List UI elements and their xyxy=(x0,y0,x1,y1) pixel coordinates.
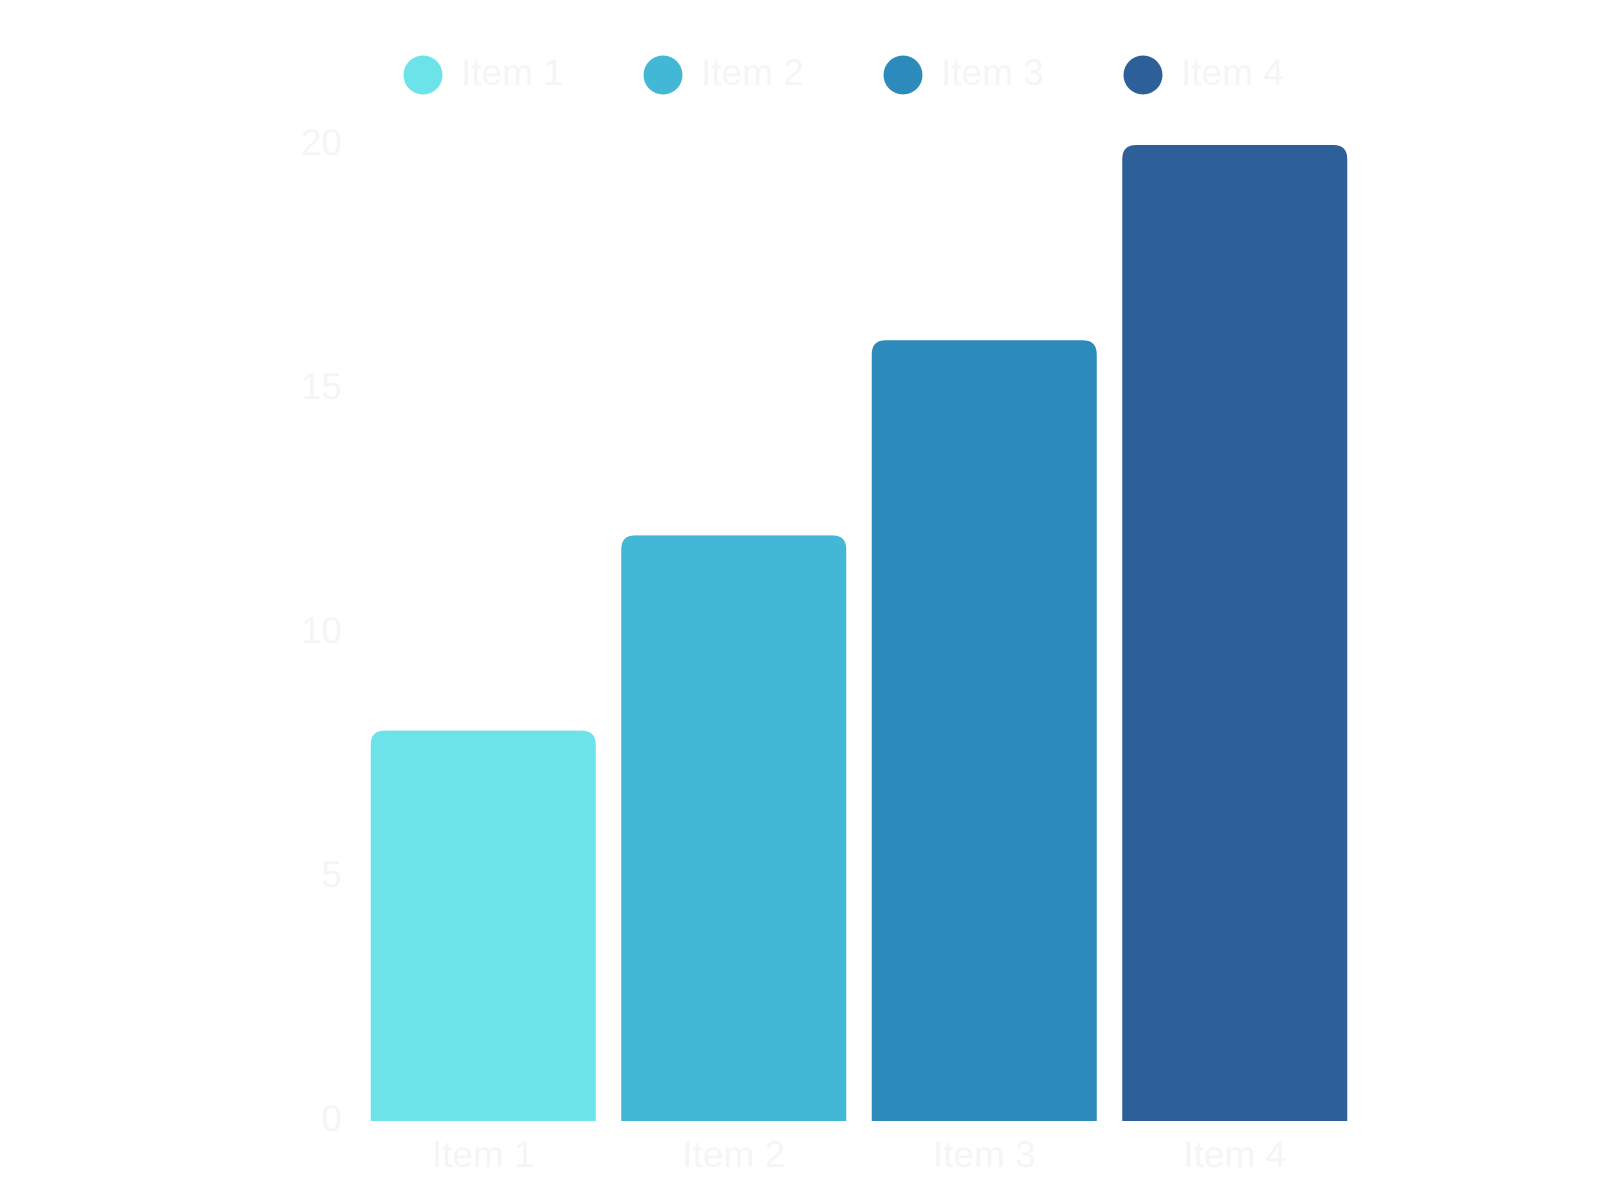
legend-swatch xyxy=(643,55,683,95)
bar xyxy=(370,730,596,1121)
y-tick-label: 20 xyxy=(301,122,342,163)
legend-swatch xyxy=(1123,55,1163,95)
y-tick-label: 5 xyxy=(321,854,342,895)
legend-swatch xyxy=(403,55,443,95)
bar xyxy=(1122,145,1348,1121)
legend-label: Item 1 xyxy=(461,52,564,93)
legend-swatch xyxy=(883,55,923,95)
legend-label: Item 3 xyxy=(941,52,1044,93)
x-tick-label: Item 3 xyxy=(933,1134,1036,1175)
y-tick-label: 0 xyxy=(321,1098,342,1139)
y-tick-label: 10 xyxy=(301,610,342,651)
y-tick-label: 15 xyxy=(301,366,342,407)
x-tick-label: Item 2 xyxy=(682,1134,785,1175)
x-tick-label: Item 1 xyxy=(432,1134,535,1175)
bar xyxy=(621,535,847,1121)
legend-label: Item 4 xyxy=(1181,52,1284,93)
x-tick-label: Item 4 xyxy=(1183,1134,1286,1175)
legend-label: Item 2 xyxy=(701,52,804,93)
bar xyxy=(871,340,1097,1121)
